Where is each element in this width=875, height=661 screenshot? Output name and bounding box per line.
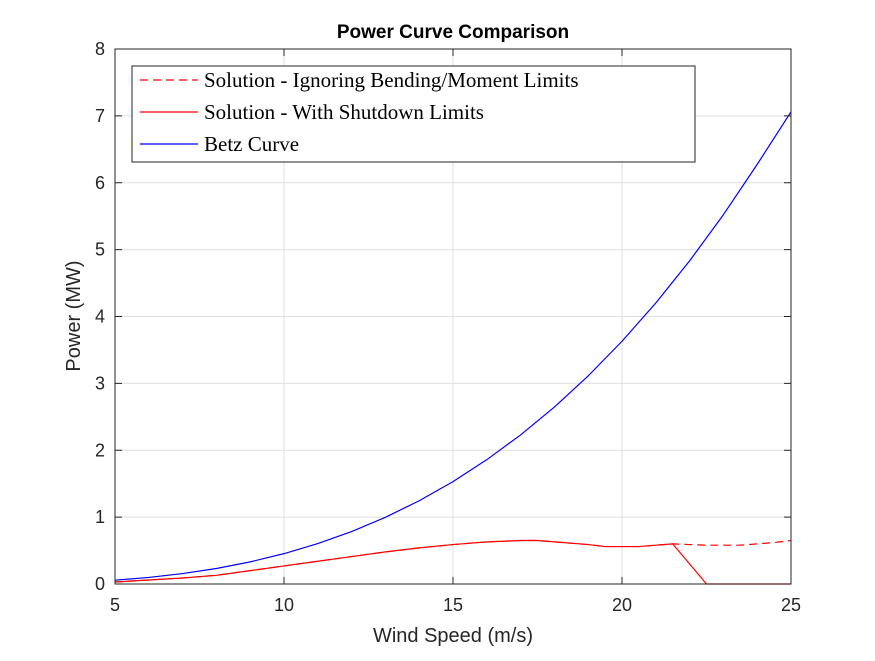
chart-title: Power Curve Comparison xyxy=(337,22,569,43)
x-tick-label: 15 xyxy=(443,595,463,615)
series-layer xyxy=(114,111,792,585)
x-axis-label: Wind Speed (m/s) xyxy=(373,625,533,647)
y-tick-label: 2 xyxy=(95,440,105,460)
y-tick-label: 8 xyxy=(95,39,105,59)
legend: Solution - Ignoring Bending/Moment Limit… xyxy=(131,65,696,163)
y-tick-label: 5 xyxy=(95,240,105,260)
x-tick-label: 25 xyxy=(781,595,801,615)
y-tick-label: 3 xyxy=(95,373,105,393)
legend-label-shutdown-limits: Solution - With Shutdown Limits xyxy=(204,100,484,124)
y-tick-label: 4 xyxy=(95,307,105,327)
tick-layer: 5 10 15 20 25 0 1 2 3 4 5 6 7 8 xyxy=(95,39,801,615)
y-tick-label: 0 xyxy=(95,574,105,594)
y-tick-label: 7 xyxy=(95,106,105,126)
legend-box xyxy=(131,65,696,163)
y-axis-label: Power (MW) xyxy=(63,260,85,371)
x-tick-label: 10 xyxy=(274,595,294,615)
x-tick-label: 20 xyxy=(612,595,632,615)
series-line-betz-curve xyxy=(114,111,792,581)
legend-label-ignoring-limits: Solution - Ignoring Bending/Moment Limit… xyxy=(204,68,579,92)
series-line-shutdown-limits xyxy=(114,539,791,585)
legend-item-betz-curve: Betz Curve xyxy=(140,132,299,156)
legend-item-shutdown-limits: Solution - With Shutdown Limits xyxy=(140,100,484,124)
y-tick-label: 6 xyxy=(95,173,105,193)
y-tick-label: 1 xyxy=(95,507,105,527)
x-tick-label: 5 xyxy=(110,595,120,615)
legend-label-betz-curve: Betz Curve xyxy=(204,132,299,156)
legend-item-ignoring-limits: Solution - Ignoring Bending/Moment Limit… xyxy=(140,68,579,92)
